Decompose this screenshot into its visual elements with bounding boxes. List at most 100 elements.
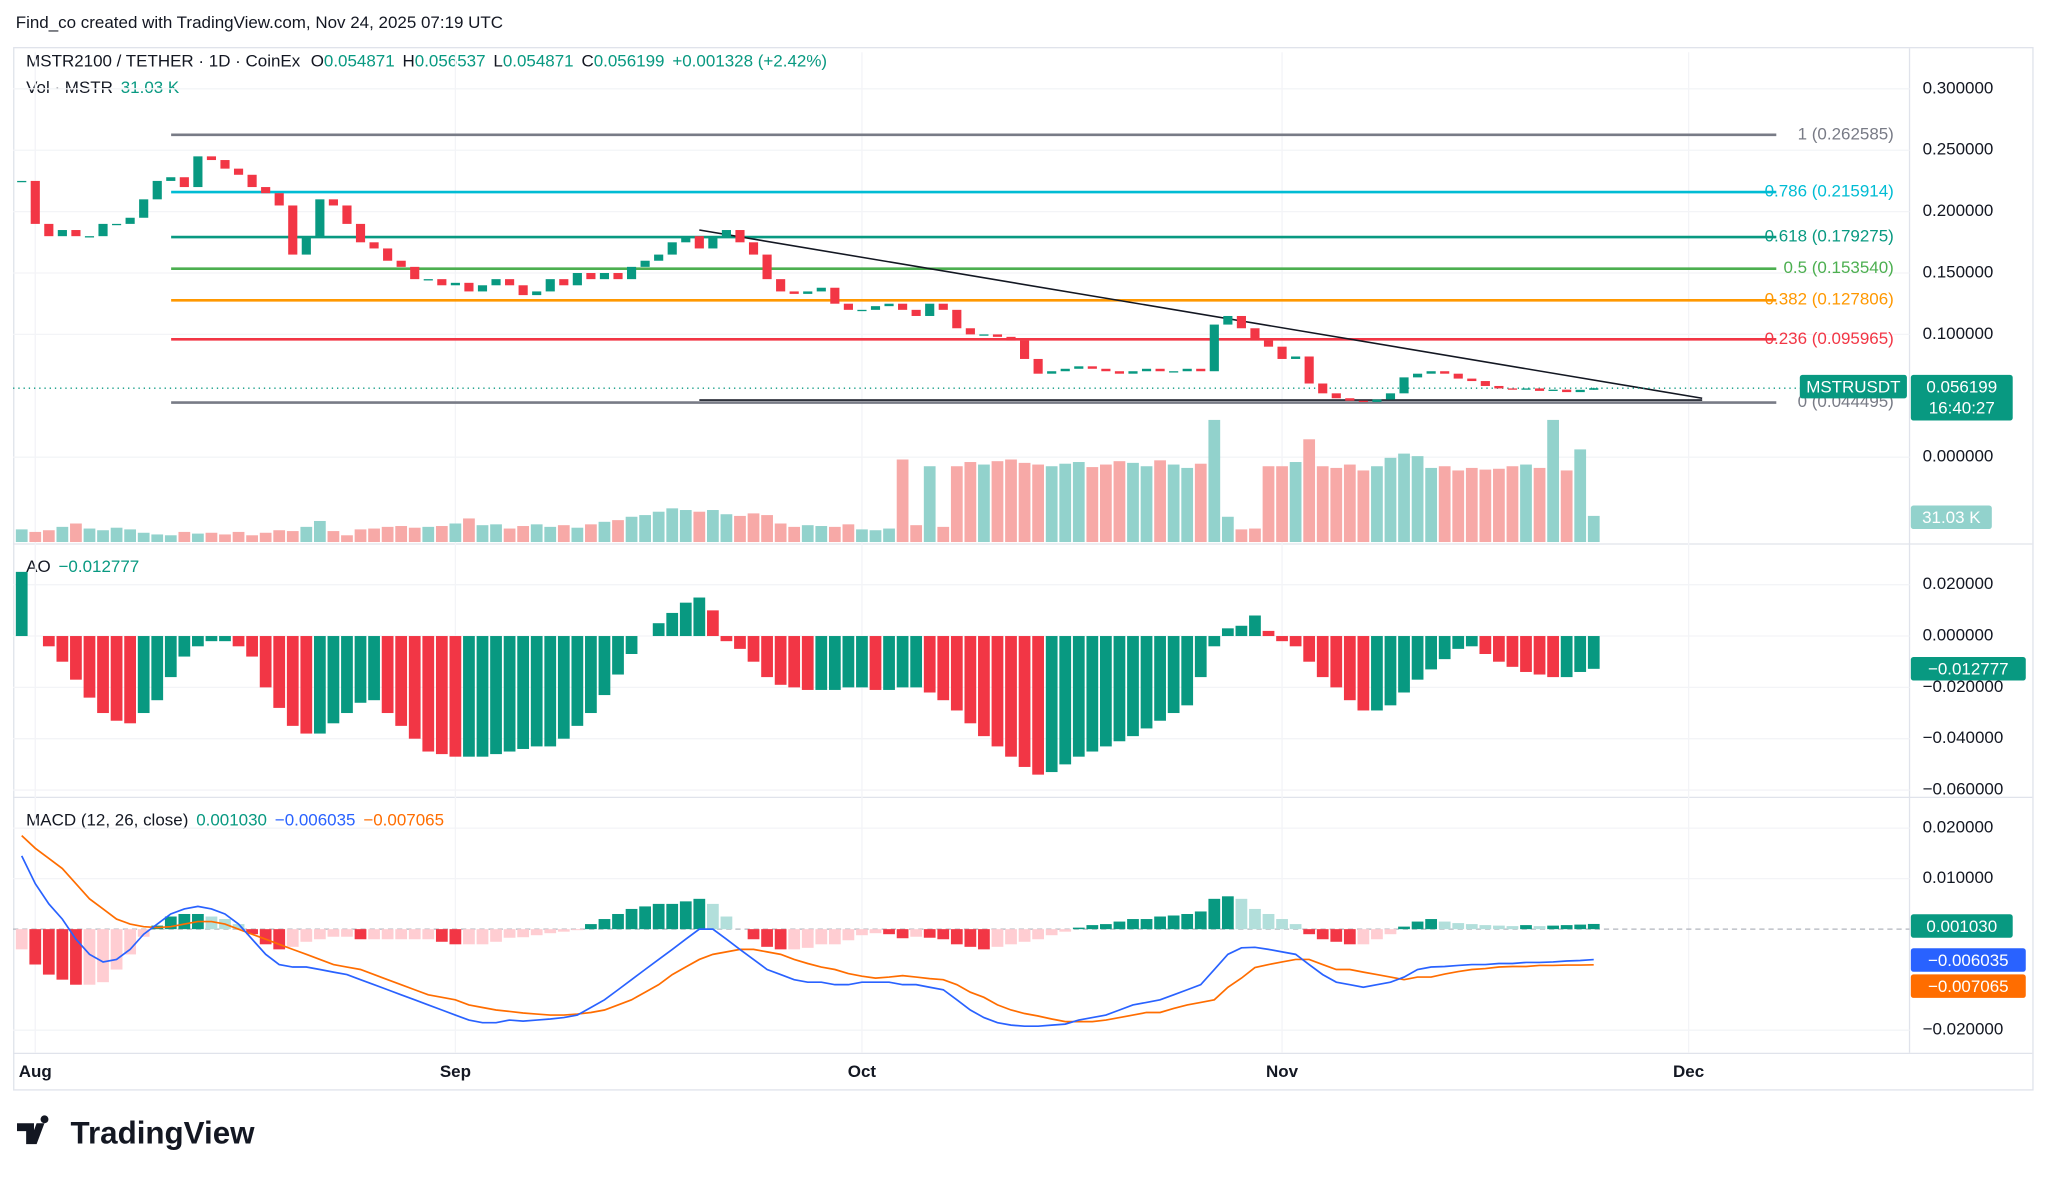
candle-body <box>572 273 582 286</box>
candle-body <box>57 230 67 237</box>
volume-bar <box>842 524 855 543</box>
macd-histogram-bar <box>435 929 448 942</box>
candle-body <box>925 303 935 316</box>
volume-bar <box>1127 462 1139 543</box>
candle-body <box>1304 356 1314 384</box>
volume-bar <box>639 515 651 543</box>
candle-body <box>1426 371 1436 374</box>
macd-histogram-bar <box>1343 929 1356 945</box>
volume-bar <box>15 529 28 543</box>
volume-bar <box>341 535 353 543</box>
ao-bar <box>869 636 882 690</box>
macd-histogram-bar <box>1208 898 1221 930</box>
macd-histogram-bar <box>856 929 868 936</box>
volume-bar <box>29 531 42 543</box>
candle-body <box>830 287 840 304</box>
volume-bar <box>1506 466 1519 543</box>
ao-bar <box>923 636 936 693</box>
volume-bar <box>1384 457 1397 543</box>
candle-body <box>1169 371 1179 373</box>
ao-bar <box>625 636 638 655</box>
ao-bar <box>219 636 231 642</box>
macd-histogram-bar <box>1018 929 1031 942</box>
ao-bar <box>1276 636 1288 642</box>
macd-histogram-bar <box>1574 924 1587 930</box>
macd-histogram-bar <box>1194 911 1207 930</box>
candle-body <box>965 328 975 335</box>
fib-label: 0.786 (0.215914) <box>1765 182 1894 201</box>
ao-bar <box>693 597 706 637</box>
ao-bar <box>856 636 868 688</box>
ao-bar <box>1479 636 1492 655</box>
macd-histogram-bar <box>232 924 245 930</box>
ao-bar <box>720 636 733 642</box>
macd-histogram-bar <box>828 929 841 945</box>
macd-histogram-bar <box>1113 921 1126 930</box>
ao-bar <box>1249 615 1261 637</box>
macd-histogram-bar <box>652 903 665 930</box>
ao-bar <box>937 636 950 701</box>
macd-histogram-bar <box>1086 925 1099 930</box>
macd-histogram-bar <box>1100 924 1112 930</box>
volume-bar <box>205 532 218 543</box>
volume-bar <box>1181 467 1194 543</box>
volume-bar <box>463 518 475 543</box>
ao-bar <box>1154 636 1166 721</box>
ohlc-value: 0.056199 <box>594 52 665 71</box>
volume-bar <box>815 526 828 543</box>
fib-label: 0.382 (0.127806) <box>1765 290 1894 309</box>
macd-histogram-bar <box>1316 929 1329 940</box>
volume-bar <box>734 515 746 543</box>
macd-histogram-bar <box>408 929 421 940</box>
macd-histogram-bar <box>395 929 408 940</box>
macd-histogram-bar <box>883 929 895 935</box>
ao-bar <box>1371 636 1383 711</box>
macd-histogram-bar <box>300 929 313 942</box>
macd-histogram-bar <box>1181 913 1194 930</box>
candle-body <box>369 242 379 249</box>
y-tick-label: −0.040000 <box>1923 728 2004 747</box>
volume-bar <box>869 530 882 543</box>
volume-bar <box>395 526 408 543</box>
ao-bar <box>1181 636 1194 706</box>
macd-histogram-bar <box>950 929 963 945</box>
candle-body <box>355 223 366 243</box>
ao-bar <box>1208 636 1221 647</box>
y-tick-label: −0.060000 <box>1923 780 2004 799</box>
volume-bar <box>856 529 868 543</box>
candle-body <box>288 205 298 255</box>
y-tick-label: 0.150000 <box>1923 262 1994 281</box>
macd-histogram-bar <box>991 929 1004 947</box>
ao-bar <box>1411 636 1424 680</box>
macd-histogram-bar <box>368 929 380 940</box>
volume-bar <box>1587 515 1600 543</box>
ao-bar <box>178 636 191 657</box>
ao-bar <box>571 636 584 726</box>
candle-body <box>152 180 162 200</box>
candle-body <box>1128 371 1138 374</box>
volume-bar <box>83 528 96 543</box>
ohlc-label: H <box>403 52 415 71</box>
volume-bar <box>978 464 990 543</box>
volume-bar <box>219 534 231 543</box>
symbol-tag: MSTRUSDT <box>1806 377 1900 396</box>
x-tick-label: Aug <box>19 1062 52 1081</box>
macd-histogram-bar <box>869 929 882 934</box>
candle-body <box>1223 315 1233 325</box>
ao-bar <box>1520 636 1532 672</box>
volume-bar <box>883 528 895 543</box>
candle-body <box>640 260 650 267</box>
volume-bar <box>1425 467 1438 543</box>
volume-bar <box>1438 466 1451 543</box>
candle-body <box>1250 328 1260 341</box>
macd-histogram-bar <box>720 916 733 930</box>
macd-histogram-bar <box>1005 929 1017 945</box>
macd-histogram-bar <box>1357 929 1370 945</box>
candle-body <box>315 199 325 237</box>
ao-bar <box>788 636 801 688</box>
ao-bar <box>56 636 69 662</box>
candle-body <box>71 230 81 237</box>
volume-bar <box>56 526 69 543</box>
volume-bar <box>246 535 258 543</box>
